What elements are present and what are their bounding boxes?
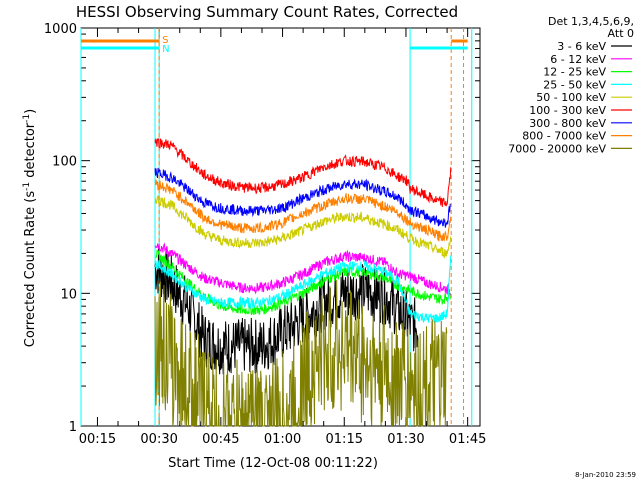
legend-label: 100 - 300 keV bbox=[529, 104, 606, 117]
y-tick-label: 1000 bbox=[44, 22, 77, 37]
legend-label: 7000 - 20000 keV bbox=[508, 142, 606, 155]
legend-label: 300 - 800 keV bbox=[529, 117, 606, 130]
legend-label: 800 - 7000 keV bbox=[522, 130, 606, 143]
x-tick-label: 00:45 bbox=[202, 432, 239, 447]
plot-area: 1 10 100 1000 00:15 00:30 00:45 01:00 01:15 01:30… bbox=[44, 22, 486, 447]
chart-title: HESSI Observing Summary Count Rates, Cor… bbox=[76, 3, 458, 21]
series-line-5 bbox=[154, 195, 452, 259]
s-flag-label: S bbox=[162, 35, 168, 46]
footer-timestamp: 8-Jan-2010 23:59 bbox=[575, 471, 636, 479]
legend-header: Att 0 bbox=[608, 27, 634, 40]
x-tick-label: 00:15 bbox=[79, 432, 116, 447]
series-line-1 bbox=[154, 247, 419, 375]
x-tick-label: 01:15 bbox=[326, 432, 363, 447]
series-line-7 bbox=[154, 167, 451, 228]
legend-label: 6 - 12 keV bbox=[550, 53, 606, 66]
x-tick-label: 01:30 bbox=[387, 432, 424, 447]
series-line-2 bbox=[154, 242, 452, 297]
legend-label: 50 - 100 keV bbox=[536, 91, 606, 104]
legend-label: 3 - 6 keV bbox=[557, 40, 606, 53]
y-tick-label: 100 bbox=[52, 155, 77, 170]
series-line-6 bbox=[154, 137, 452, 207]
x-tick-label: 01:45 bbox=[449, 432, 486, 447]
series-line-9 bbox=[154, 279, 448, 427]
series-line-4 bbox=[154, 255, 452, 323]
legend-header: Det 1,3,4,5,6,9, bbox=[548, 15, 634, 28]
y-tick-label: 1 bbox=[69, 420, 77, 435]
n-flag-label: N bbox=[162, 44, 169, 55]
y-tick-label: 10 bbox=[60, 287, 77, 302]
series-line-8 bbox=[154, 179, 452, 242]
y-axis-label: Corrected Count Rate (s-1 detector-1) bbox=[22, 109, 38, 347]
legend-label: 12 - 25 keV bbox=[543, 66, 606, 79]
legend-label: 25 - 50 keV bbox=[543, 78, 606, 91]
x-axis-label: Start Time (12-Oct-08 00:11:22) bbox=[168, 456, 378, 471]
x-tick-label: 00:30 bbox=[140, 432, 177, 447]
x-tick-label: 01:00 bbox=[264, 432, 301, 447]
